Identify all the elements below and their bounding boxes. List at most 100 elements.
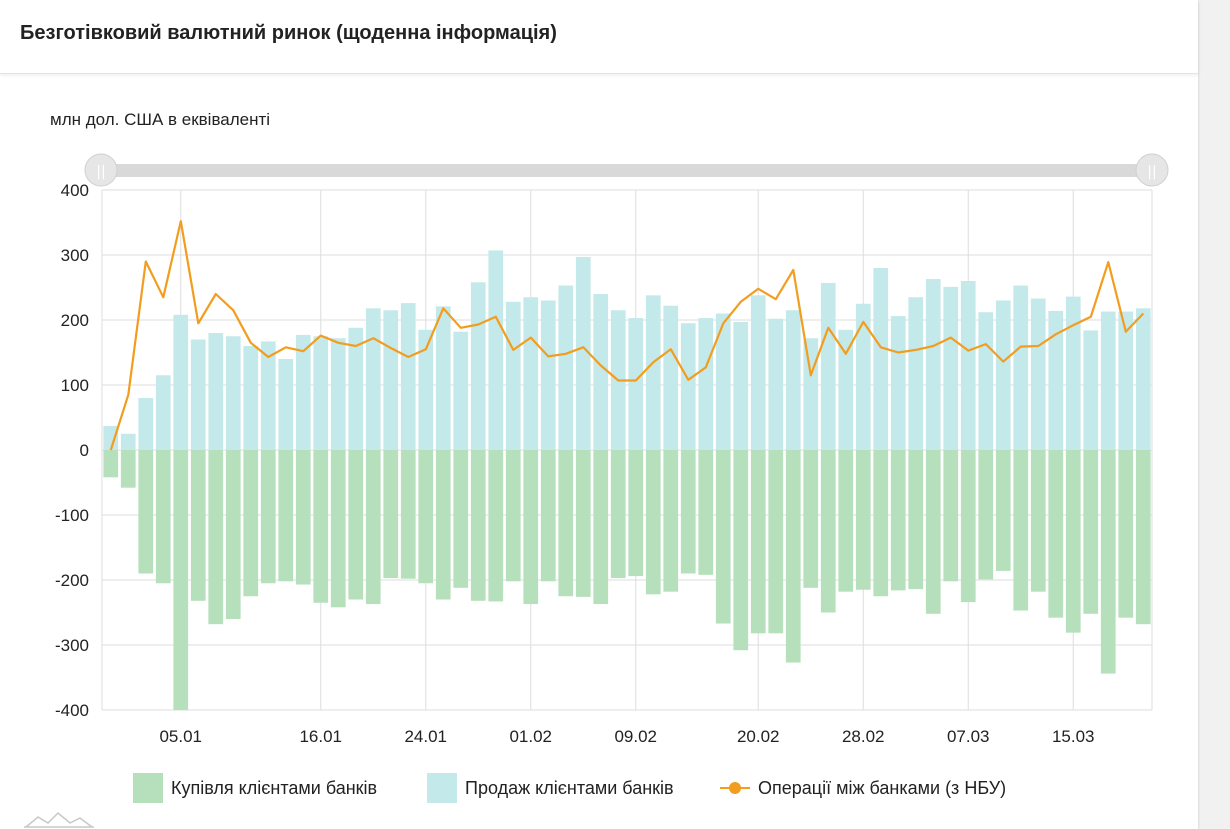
sell-bar [488,250,504,450]
buy-bar [1030,450,1046,592]
sell-bar [278,359,294,450]
sell-bar [330,338,346,450]
buy-bar [330,450,346,608]
buy-bar [855,450,871,590]
buy-bar [733,450,749,651]
buy-bar [120,450,136,488]
buy-bar [453,450,469,588]
y-tick-label: -300 [55,636,89,655]
buy-bar [908,450,924,590]
chart-title: Безготівковий валютний ринок (щоденна ін… [20,22,557,44]
x-tick-label: 28.02 [842,727,885,746]
interbank-series-line [109,220,1145,451]
sell-bar [103,425,119,450]
sell-bar [120,433,136,450]
sell-bar [1135,308,1151,450]
sell-bar [540,300,556,450]
buy-bar [645,450,661,595]
buy-bar [1065,450,1081,633]
legend-label-sell: Продаж клієнтами банків [465,777,674,798]
buy-bar [785,450,801,663]
x-tick-label: 09.02 [614,727,657,746]
sell-bar [733,321,749,450]
buy-bar [103,450,119,478]
slider-track[interactable] [100,164,1152,177]
buy-bar [838,450,854,592]
legend-item-sell[interactable]: Продаж клієнтами банків [427,770,674,806]
range-slider[interactable]: || || [84,153,1169,187]
sell-bar [1048,310,1064,450]
sell-bar [908,297,924,450]
x-tick-label: 16.01 [299,727,342,746]
sell-bar [820,282,836,450]
buy-bar [278,450,294,582]
buy-bar [1100,450,1116,674]
x-axis-ticks: 05.01 16.01 24.01 01.02 09.02 20.02 28.02 07.03… [159,727,1094,746]
buy-bar [803,450,819,588]
chart-svg: || || 400 300 200 100 0 -100 -200 -300 -400 05.0… [55,153,1169,746]
slider-left-handle[interactable] [84,153,118,187]
sell-bar [855,303,871,450]
sell-bar [1100,311,1116,450]
buy-bar [698,450,714,575]
x-tick-label: 20.02 [737,727,780,746]
x-tick-label: 15.03 [1052,727,1095,746]
grid-lines [101,189,1153,711]
buy-bar [978,450,994,580]
sell-bar [295,334,311,450]
buy-bar [190,450,206,601]
buy-bar [1083,450,1099,614]
sell-bar [225,336,241,450]
sell-bars [103,250,1151,450]
sell-bar [505,301,521,450]
sell-bar [925,279,941,450]
legend-item-buy[interactable]: Купівля клієнтами банків [133,770,377,806]
buy-bar [208,450,224,625]
legend-label-buy: Купівля клієнтами банків [171,777,378,798]
buy-bar [558,450,574,597]
legend-item-interbank[interactable]: Операції між банками (з НБУ) [720,770,1006,806]
sell-bar [260,341,276,450]
buy-bar [768,450,784,634]
buy-bar [295,450,311,585]
buy-bar [1013,450,1029,611]
sell-bar [575,256,591,450]
sell-bar [785,310,801,450]
buy-bar [575,450,591,597]
sell-bar [698,318,714,450]
sell-bar [943,286,959,450]
unit-label: млн дол. США в еквіваленті [50,110,271,129]
buy-bar [1135,450,1151,625]
buy-bar [1048,450,1064,618]
buy-bar [365,450,381,605]
legend-label-interbank: Операції між банками (з НБУ) [758,777,1007,798]
sell-bar [418,329,434,450]
buy-bar [593,450,609,605]
buy-bar [138,450,154,574]
sell-bar [628,318,644,450]
buy-bar [995,450,1011,571]
x-tick-label: 05.01 [159,727,202,746]
buy-bar [1118,450,1134,618]
y-tick-label: 300 [61,246,89,265]
sell-bar [1083,330,1099,450]
sell-bar [523,297,539,450]
buy-bar [225,450,241,619]
left-handle-grip-icon: || [96,164,105,180]
y-tick-label: 200 [61,311,89,330]
legend-swatch-buy [133,773,163,803]
buy-bar [750,450,766,634]
slider-right-handle[interactable] [1135,153,1169,187]
y-tick-label: -400 [55,701,89,720]
buy-bar [505,450,521,582]
buy-bars [103,450,1151,710]
buy-bar [260,450,276,584]
legend-swatch-interbank [720,773,750,803]
sell-bar [400,303,416,450]
buy-bar [540,450,556,582]
chart-card: Безготівковий валютний ринок (щоденна ін… [0,0,1198,829]
sell-bar [313,336,329,450]
buy-bar [435,450,451,600]
sell-bar [768,318,784,450]
sell-bar [645,295,661,450]
